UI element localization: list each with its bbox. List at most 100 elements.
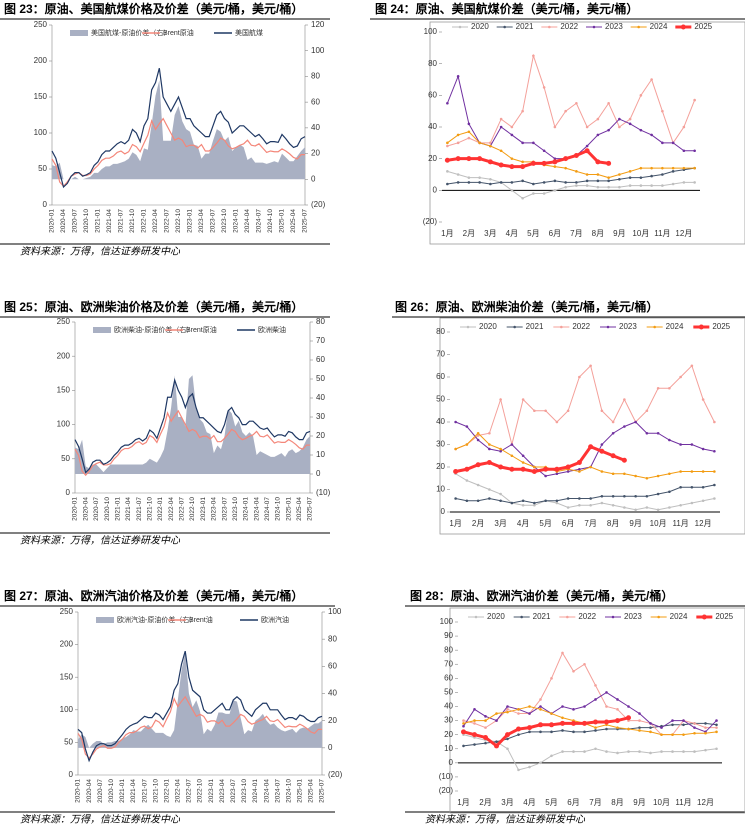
- point-marker: [589, 497, 592, 500]
- price-line: [51, 68, 306, 189]
- x-tick-label: 2022-07: [179, 497, 186, 521]
- point-marker: [510, 443, 514, 446]
- point-marker: [682, 149, 686, 153]
- point-marker: [649, 751, 652, 755]
- legend-label: 2023: [624, 612, 642, 621]
- point-marker: [521, 461, 525, 464]
- chart-title: 图 28：原油、欧洲汽油价差（美元/桶，美元/桶）: [410, 588, 673, 603]
- point-marker: [488, 447, 491, 451]
- point-marker: [476, 431, 480, 435]
- point-marker: [623, 472, 626, 476]
- point-marker: [572, 708, 575, 711]
- point-marker: [465, 425, 469, 428]
- point-marker: [544, 474, 547, 478]
- point-marker: [476, 434, 480, 437]
- point-marker: [596, 117, 600, 121]
- y-tick-label: 0: [66, 488, 71, 497]
- point-marker: [656, 386, 660, 390]
- point-marker: [487, 159, 493, 165]
- point-marker: [693, 722, 696, 725]
- price-line: [74, 377, 311, 474]
- x-tick-label: 2020-01: [72, 497, 79, 521]
- y-tick-label: 60: [444, 673, 453, 682]
- point-marker: [467, 181, 471, 184]
- y-tick-label: 0: [311, 174, 316, 183]
- point-marker: [553, 189, 557, 192]
- point-marker: [693, 149, 696, 153]
- point-marker: [454, 420, 457, 424]
- point-marker: [510, 181, 514, 184]
- point-marker: [528, 712, 531, 715]
- point-marker: [656, 508, 660, 512]
- x-tick-label: 2020-01: [75, 779, 82, 803]
- x-tick-label: 2022-04: [168, 497, 175, 521]
- point-marker: [467, 122, 471, 126]
- x-tick-label: 2023-07: [210, 209, 217, 233]
- point-marker: [478, 141, 481, 145]
- point-marker: [566, 506, 570, 509]
- point-marker: [530, 160, 536, 166]
- point-marker: [645, 409, 649, 413]
- point-marker: [634, 494, 637, 498]
- season-line: [447, 167, 695, 185]
- point-marker: [455, 156, 461, 162]
- season-line: [463, 691, 717, 733]
- y-tick-label: 100: [440, 617, 454, 626]
- point-marker: [467, 130, 471, 134]
- legend-marker: [606, 325, 610, 329]
- point-marker: [671, 182, 675, 186]
- legend-label: 2021: [516, 22, 534, 31]
- legend-label: 2025: [694, 22, 712, 31]
- point-marker: [628, 170, 632, 173]
- x-tick-label: 2020-10: [83, 209, 90, 233]
- point-marker: [575, 101, 578, 105]
- point-marker: [553, 179, 557, 183]
- point-marker: [583, 705, 586, 708]
- x-tick-label: 2024-04: [253, 497, 260, 521]
- point-marker: [660, 733, 663, 736]
- point-marker: [505, 732, 510, 738]
- point-marker: [650, 184, 653, 187]
- point-marker: [682, 166, 686, 170]
- y-tick-label: 150: [57, 386, 71, 395]
- y-tick-label: 200: [60, 640, 74, 649]
- y-tick-label: 40: [316, 393, 325, 402]
- point-marker: [594, 698, 597, 701]
- point-marker: [541, 160, 547, 166]
- y-tick-label: 20: [444, 730, 453, 739]
- point-marker: [661, 166, 664, 170]
- point-marker: [690, 485, 694, 489]
- point-marker: [616, 726, 619, 729]
- legend-label: 欧洲汽油: [261, 615, 289, 624]
- point-marker: [693, 726, 696, 729]
- point-marker: [555, 499, 559, 503]
- x-tick-label: 2025-01: [285, 497, 292, 521]
- point-marker: [715, 730, 718, 734]
- point-marker: [465, 443, 469, 446]
- point-marker: [520, 466, 526, 472]
- point-marker: [585, 184, 589, 187]
- point-marker: [618, 125, 621, 129]
- point-marker: [693, 731, 696, 735]
- x-tick-label: 2025-01: [297, 779, 304, 803]
- point-marker: [627, 727, 630, 731]
- season-line: [446, 74, 695, 160]
- point-marker: [476, 499, 480, 503]
- y-tick-label: 20: [311, 149, 320, 158]
- x-tick-label: 8月: [592, 229, 604, 238]
- season-line: [455, 432, 715, 479]
- legend-marker: [513, 325, 516, 329]
- y-tick-label: (20): [311, 200, 326, 209]
- point-marker: [585, 179, 589, 183]
- y-tick-label: 50: [436, 395, 445, 404]
- x-tick-label: 2020-07: [93, 497, 100, 521]
- point-marker: [638, 750, 641, 753]
- point-marker: [553, 165, 557, 168]
- point-marker: [611, 431, 615, 435]
- point-marker: [668, 490, 671, 494]
- x-tick-label: 2021-01: [119, 779, 126, 803]
- point-marker: [600, 409, 604, 413]
- point-marker: [498, 162, 504, 168]
- point-marker: [701, 398, 705, 401]
- legend-label: 美国航煤: [235, 28, 263, 37]
